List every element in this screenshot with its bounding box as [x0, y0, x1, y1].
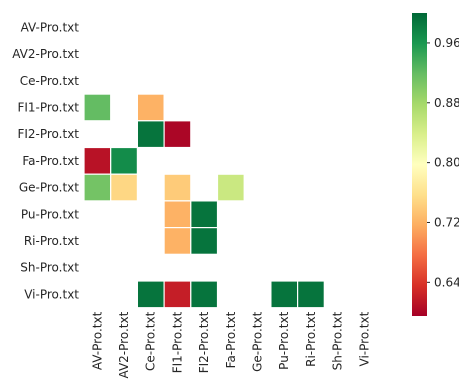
row-label: Pu-Pro.txt: [21, 207, 79, 221]
column-label: Pu-Pro.txt: [277, 311, 291, 369]
heatmap-cell: [163, 227, 192, 255]
heatmap-cell: [190, 280, 219, 309]
column-label: FI1-Pro.txt: [170, 311, 184, 373]
heatmap-cell: [110, 173, 138, 202]
column-label: Vi-Pro.txt: [357, 311, 371, 366]
colorbar-tick-label: 0.80: [434, 156, 459, 170]
heatmap-cell: [216, 173, 245, 202]
heatmap-cell: [190, 200, 219, 229]
colorbar-tick-label: 0.64: [434, 275, 459, 289]
heatmap-cell: [136, 93, 165, 122]
column-label: Sh-Pro.txt: [331, 311, 345, 370]
heatmap-cell: [83, 173, 112, 202]
heatmap-cell: [83, 146, 112, 175]
row-label: Vi-Pro.txt: [24, 287, 79, 301]
heatmap-cell: [163, 173, 192, 202]
colorbar-tick-label: 0.96: [434, 36, 459, 50]
row-label: Fa-Pro.txt: [22, 154, 79, 168]
row-label: Sh-Pro.txt: [20, 261, 79, 275]
heatmap-cell: [83, 93, 112, 122]
row-label: Ri-Pro.txt: [24, 234, 79, 248]
row-label: Ge-Pro.txt: [19, 181, 79, 195]
row-label: AV-Pro.txt: [21, 20, 80, 34]
column-label: AV2-Pro.txt: [117, 311, 131, 378]
heatmap-cell: [190, 227, 219, 255]
column-label: Fa-Pro.txt: [224, 311, 238, 368]
heatmap-cell: [163, 280, 192, 309]
row-label: Ce-Pro.txt: [20, 74, 80, 88]
colorbar: [412, 13, 427, 316]
column-label: Ri-Pro.txt: [304, 311, 318, 366]
heatmap-cell: [270, 280, 299, 309]
row-label: FI1-Pro.txt: [17, 100, 79, 114]
column-label: Ce-Pro.txt: [144, 311, 158, 371]
heatmap-cell: [136, 120, 165, 149]
heatmap-cell: [136, 280, 165, 309]
heatmap-cell: [163, 120, 192, 149]
colorbar-tick-label: 0.72: [434, 215, 459, 229]
column-label: Ge-Pro.txt: [251, 311, 265, 371]
row-label: FI2-Pro.txt: [17, 127, 79, 141]
row-label: AV2-Pro.txt: [12, 47, 79, 61]
heatmap-cell: [163, 200, 192, 229]
heatmap-cell: [110, 146, 138, 175]
column-label: FI2-Pro.txt: [197, 311, 211, 373]
heatmap-cell: [297, 280, 325, 309]
colorbar-tick-label: 0.88: [434, 96, 459, 110]
column-label: AV-Pro.txt: [90, 311, 104, 370]
